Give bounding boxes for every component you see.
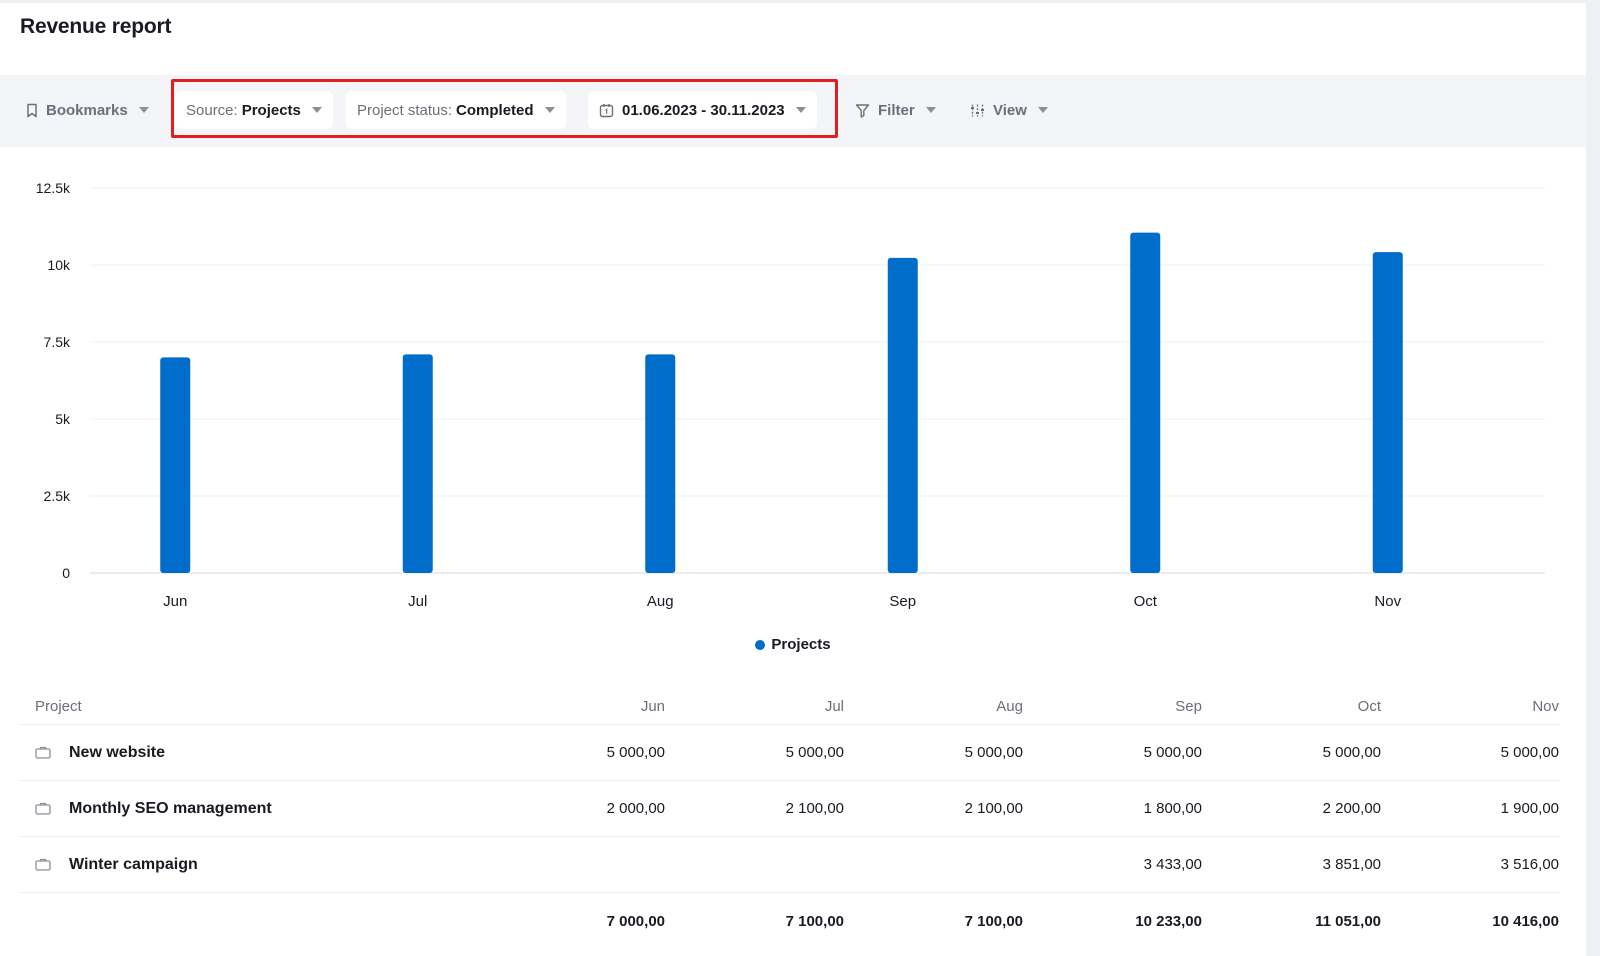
column-header-oct: Oct <box>1357 698 1381 715</box>
y-tick-label: 2.5k <box>44 488 71 504</box>
column-header-jun: Jun <box>640 698 665 715</box>
bar-aug <box>645 354 676 573</box>
briefcase-icon <box>35 746 53 759</box>
column-header-jul: Jul <box>824 698 844 715</box>
bar-jun <box>160 357 191 573</box>
total-cell: 11 051,00 <box>1315 912 1381 930</box>
bookmarks-dropdown[interactable]: Bookmarks <box>26 91 149 129</box>
filter-label: Filter <box>878 101 915 119</box>
bar-nov <box>1372 252 1403 573</box>
chevron-down-icon <box>925 107 936 113</box>
view-dropdown[interactable]: View <box>970 91 1048 129</box>
value-cell: 2 100,00 <box>785 800 844 817</box>
project-status-label: Project status: <box>357 101 453 119</box>
total-cell: 7 000,00 <box>606 912 665 930</box>
y-tick-label: 0 <box>62 565 70 581</box>
date-range-value: 01.06.2023 - 30.11.2023 <box>622 101 785 119</box>
value-cell: 2 100,00 <box>964 800 1023 817</box>
value-cell: 2 200,00 <box>1322 800 1381 817</box>
revenue-chart-svg: 0 2.5k 5k 7.5k 10k 12.5k Jun Jul Aug Sep Oct Nov <box>36 180 1545 610</box>
chevron-down-icon <box>1037 107 1048 113</box>
bar-jul <box>402 354 433 573</box>
page-title: Revenue report <box>20 15 172 38</box>
x-tick-label: Nov <box>1374 593 1401 610</box>
bookmarks-label: Bookmarks <box>46 101 128 119</box>
value-cell: 3 516,00 <box>1500 856 1559 873</box>
value-cell: 5 000,00 <box>785 744 844 761</box>
total-cell: 7 100,00 <box>785 912 844 930</box>
table-row[interactable]: Winter campaign 3 433,00 3 851,00 3 516,… <box>20 837 1560 893</box>
value-cell: 1 900,00 <box>1500 800 1559 817</box>
column-header-project: Project <box>35 698 82 715</box>
table-row[interactable]: Monthly SEO management 2 000,00 2 100,00… <box>20 781 1560 837</box>
chart-legend[interactable]: Projects <box>0 636 1586 653</box>
source-label: Source: <box>186 101 238 119</box>
total-cell: 7 100,00 <box>964 912 1023 930</box>
x-tick-label: Jul <box>408 593 427 610</box>
calendar-icon <box>599 103 614 118</box>
date-range-picker[interactable]: 01.06.2023 - 30.11.2023 <box>588 91 817 129</box>
x-tick-label: Sep <box>889 593 916 610</box>
project-status-dropdown[interactable]: Project status: Completed <box>346 91 566 129</box>
project-name[interactable]: Winter campaign <box>69 855 198 873</box>
value-cell: 5 000,00 <box>1322 744 1381 761</box>
bar-oct <box>1130 232 1161 573</box>
project-cell: Monthly SEO management <box>20 800 486 818</box>
filter-dropdown[interactable]: Filter <box>855 91 936 129</box>
column-header-aug: Aug <box>996 698 1023 715</box>
briefcase-icon <box>35 802 53 815</box>
project-cell: New website <box>20 744 486 762</box>
y-tick-label: 12.5k <box>36 180 71 196</box>
chevron-down-icon <box>795 107 806 113</box>
totals-row: 7 000,00 7 100,00 7 100,00 10 233,00 11 … <box>20 893 1560 949</box>
total-cell: 10 233,00 <box>1135 912 1202 930</box>
value-cell: 5 000,00 <box>606 744 665 761</box>
column-header-nov: Nov <box>1532 698 1559 715</box>
project-cell: Winter campaign <box>20 856 486 874</box>
project-name[interactable]: New website <box>69 743 166 761</box>
legend-label: Projects <box>771 636 831 653</box>
chevron-down-icon <box>544 107 555 113</box>
value-cell: 1 800,00 <box>1143 800 1202 817</box>
y-tick-label: 5k <box>55 411 71 427</box>
project-name[interactable]: Monthly SEO management <box>69 799 272 817</box>
bar-sep <box>887 257 918 573</box>
value-cell: 5 000,00 <box>1500 744 1559 761</box>
view-settings-icon <box>970 103 985 118</box>
total-cell: 10 416,00 <box>1492 912 1559 930</box>
table-header: Project Jun Jul Aug Sep Oct Nov <box>20 689 1560 725</box>
bookmark-icon <box>26 103 38 118</box>
table-row[interactable]: New website 5 000,00 5 000,00 5 000,00 5… <box>20 725 1560 781</box>
revenue-table: Project Jun Jul Aug Sep Oct Nov New webs… <box>20 689 1560 949</box>
value-cell: 5 000,00 <box>1143 744 1202 761</box>
y-tick-label: 10k <box>47 257 71 273</box>
column-header-sep: Sep <box>1175 698 1202 715</box>
briefcase-icon <box>35 858 53 871</box>
filters-highlight-box <box>171 79 838 138</box>
chevron-down-icon <box>138 107 149 113</box>
chevron-down-icon <box>311 107 322 113</box>
x-tick-label: Aug <box>647 593 674 610</box>
revenue-chart: 0 2.5k 5k 7.5k 10k 12.5k Jun Jul Aug Sep Oct Nov <box>0 163 1586 663</box>
source-dropdown[interactable]: Source: Projects <box>175 91 333 129</box>
value-cell: 2 000,00 <box>606 800 665 817</box>
source-value: Projects <box>241 101 301 119</box>
x-tick-label: Oct <box>1134 593 1158 610</box>
filter-icon <box>855 103 870 118</box>
value-cell: 3 433,00 <box>1143 856 1202 873</box>
y-tick-label: 7.5k <box>44 334 71 350</box>
project-status-value: Completed <box>456 101 534 119</box>
view-label: View <box>993 101 1027 119</box>
legend-dot <box>755 639 766 650</box>
value-cell: 5 000,00 <box>964 744 1023 761</box>
scrollbar-track[interactable] <box>1586 0 1600 956</box>
x-tick-label: Jun <box>163 593 187 610</box>
value-cell: 3 851,00 <box>1322 856 1381 873</box>
